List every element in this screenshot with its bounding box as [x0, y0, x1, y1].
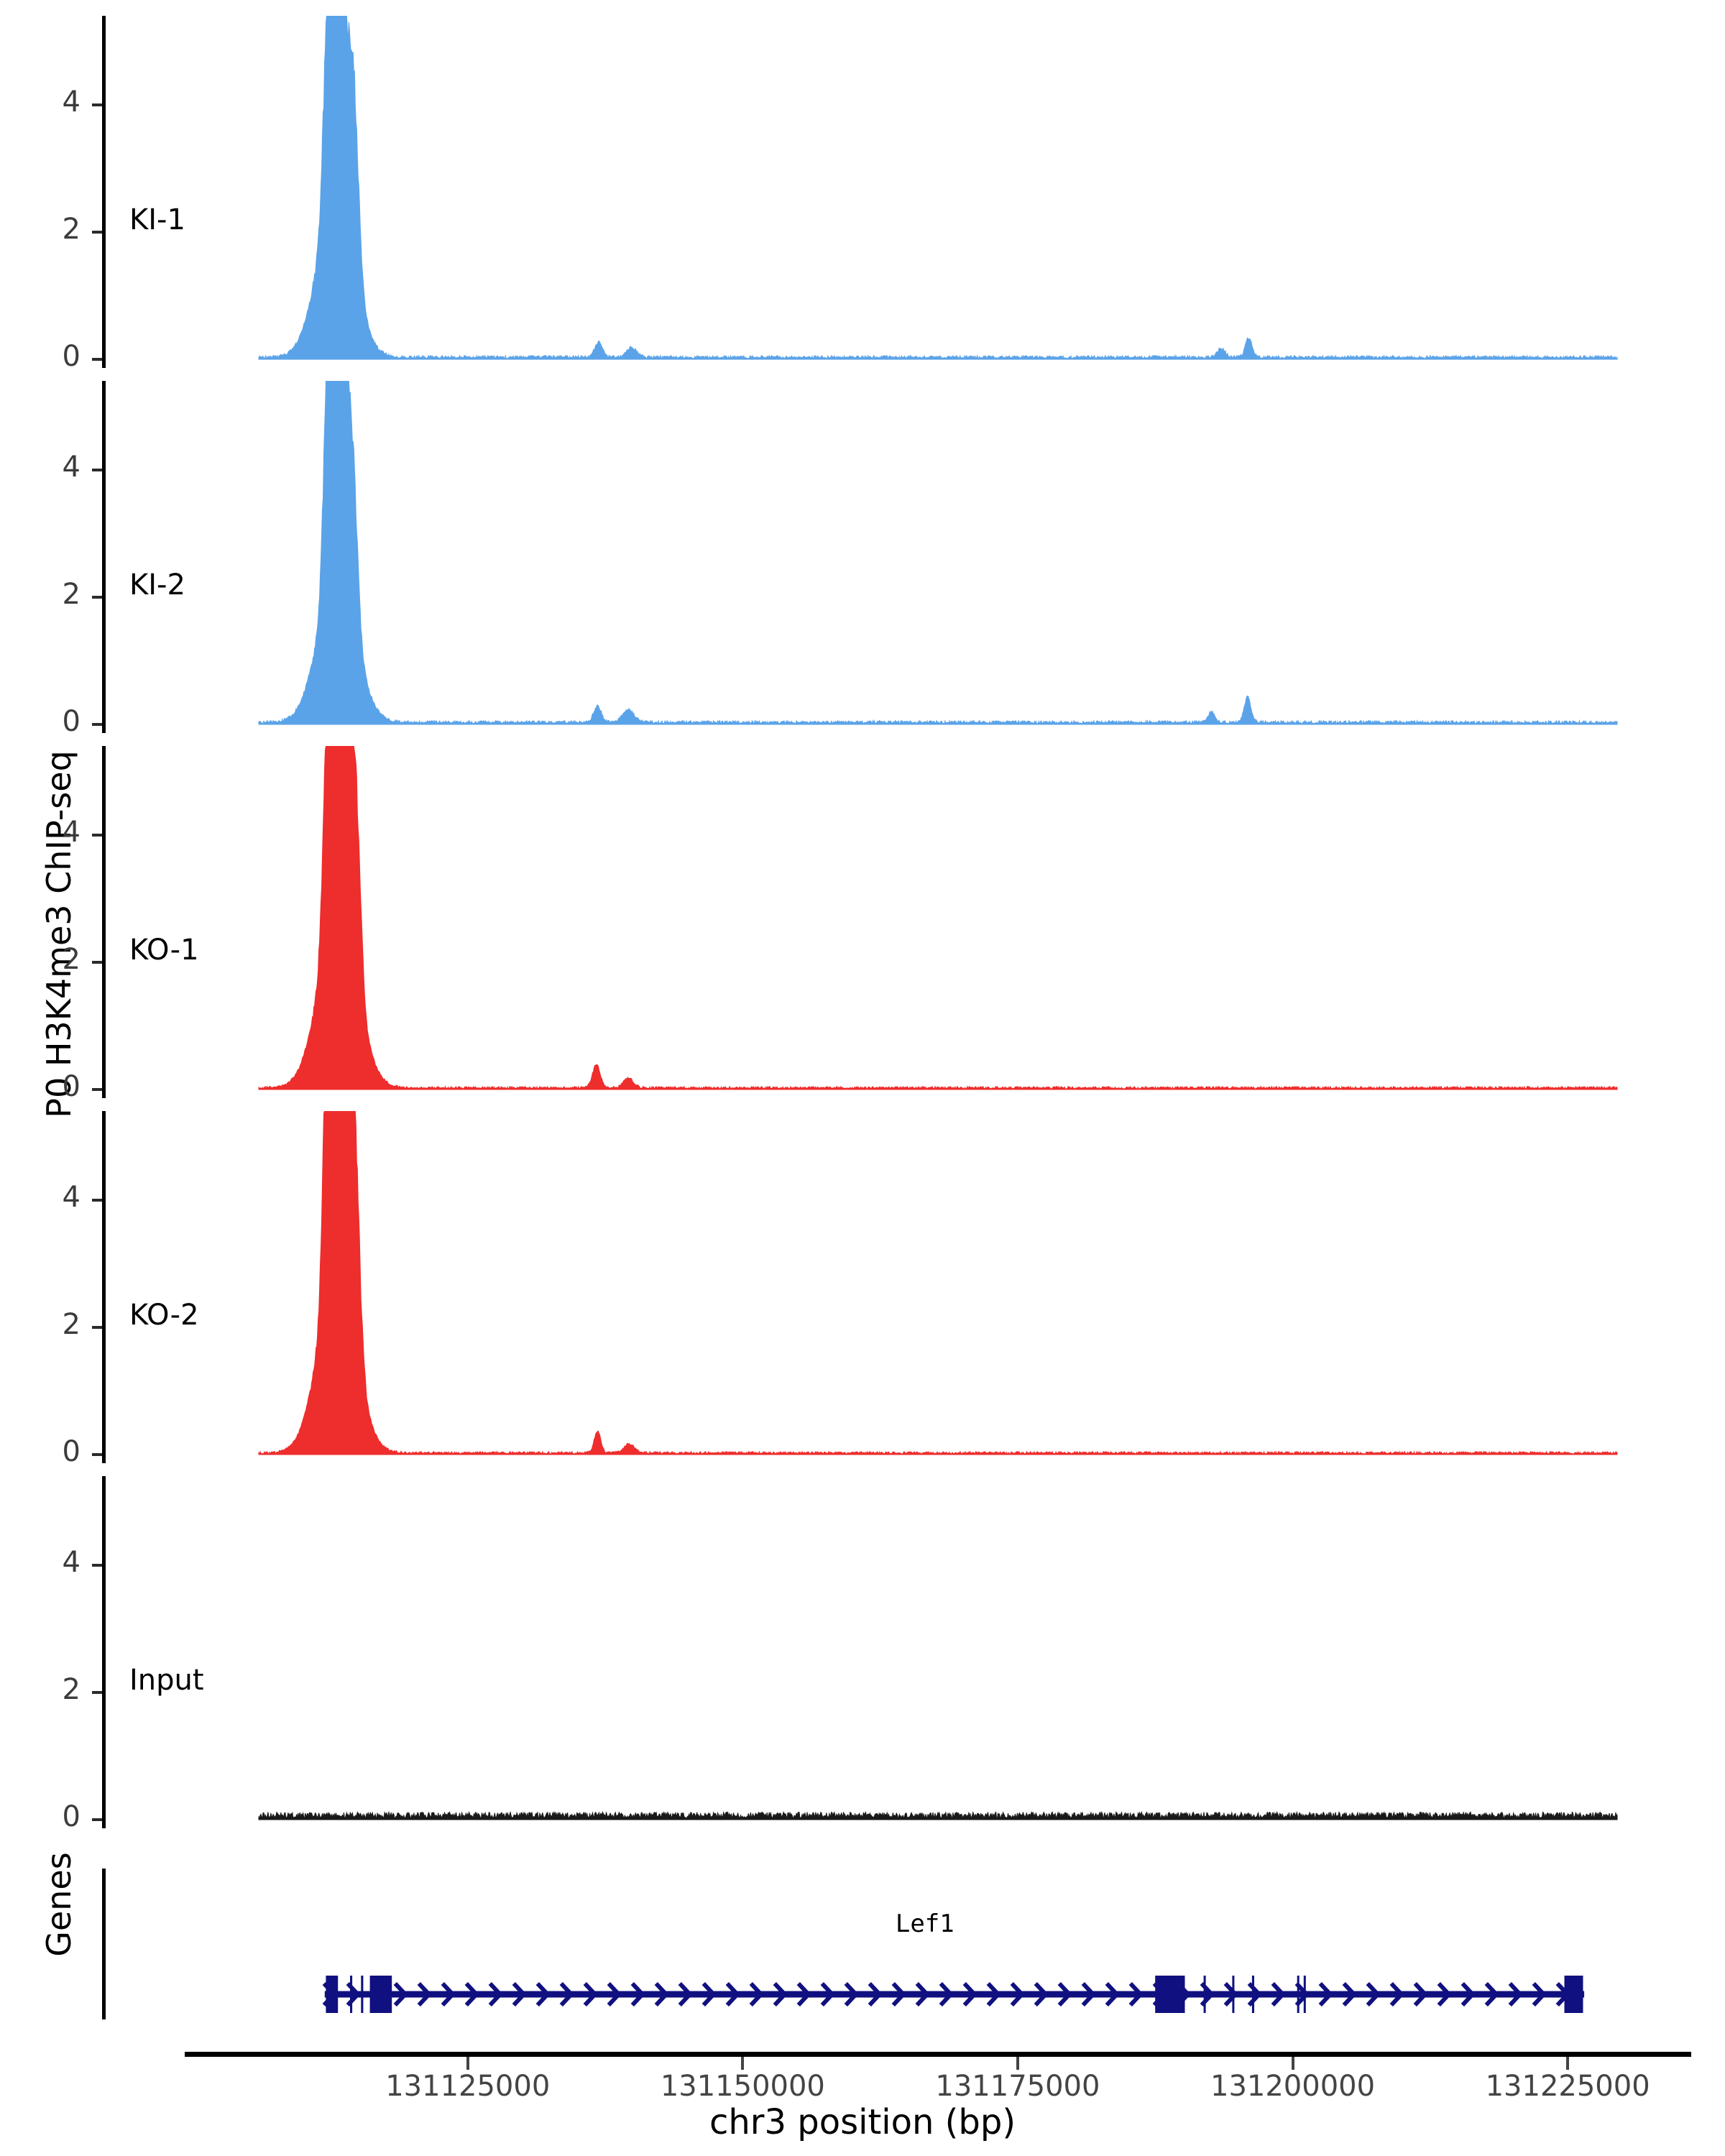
gene-name-label: Lef1: [895, 1909, 954, 1938]
y-tick-label: 2: [62, 577, 80, 611]
y-tick-label: 4: [62, 1545, 80, 1579]
track-label-input: Input: [129, 1663, 204, 1697]
y-axis-spine: [102, 381, 106, 733]
y-tick-label: 2: [62, 942, 80, 976]
y-tick: [92, 833, 102, 837]
y-axis-spine: [102, 1476, 106, 1828]
gene-track: Lef1: [0, 1869, 1725, 2034]
signal-area-ko-1: [0, 746, 1725, 1092]
y-axis-spine: [102, 1111, 106, 1463]
y-tick-label: 2: [62, 212, 80, 246]
y-tick: [92, 103, 102, 106]
signal-area-ki-1: [0, 16, 1725, 362]
x-tick: [1566, 2057, 1570, 2070]
x-axis-label: chr3 position (bp): [709, 2102, 1016, 2142]
y-tick-label: 0: [62, 340, 80, 373]
y-tick: [92, 723, 102, 726]
track-label-ki-2: KI-2: [129, 568, 185, 602]
y-tick-label: 4: [62, 85, 80, 119]
y-axis-spine: [102, 16, 106, 368]
y-tick-label: 4: [62, 1180, 80, 1214]
y-tick-label: 0: [62, 1070, 80, 1103]
x-tick: [466, 2057, 469, 2070]
y-tick: [92, 230, 102, 234]
y-tick: [92, 1325, 102, 1329]
track-label-ki-1: KI-1: [129, 203, 185, 236]
signal-area-ko-2: [0, 1111, 1725, 1457]
y-axis-spine: [102, 746, 106, 1098]
x-tick-label: 131200000: [1210, 2070, 1376, 2103]
x-tick: [1291, 2057, 1294, 2070]
y-tick-label: 2: [62, 1672, 80, 1706]
signal-area-input: [0, 1476, 1725, 1823]
x-tick-label: 131150000: [660, 2070, 825, 2103]
gene-model-lef1: [0, 1869, 1725, 2037]
x-tick-label: 131225000: [1485, 2070, 1650, 2103]
y-tick: [92, 1453, 102, 1456]
x-tick-label: 131175000: [935, 2070, 1100, 2103]
signal-area-ki-2: [0, 381, 1725, 727]
y-tick-label: 0: [62, 705, 80, 738]
y-tick: [92, 595, 102, 599]
x-axis-line: [185, 2052, 1691, 2057]
x-tick: [1016, 2057, 1019, 2070]
track-label-ko-1: KO-1: [129, 933, 199, 967]
y-tick: [92, 358, 102, 361]
y-tick: [92, 468, 102, 471]
y-tick-label: 4: [62, 450, 80, 484]
y-tick: [92, 1818, 102, 1821]
y-tick: [92, 1088, 102, 1091]
genes-axis-spine: [102, 1869, 106, 2019]
x-tick-label: 131125000: [385, 2070, 551, 2103]
y-tick: [92, 1690, 102, 1694]
x-tick: [741, 2057, 745, 2070]
y-tick-label: 4: [62, 815, 80, 849]
track-label-ko-2: KO-2: [129, 1298, 199, 1332]
y-tick: [92, 1563, 102, 1567]
y-tick-label: 2: [62, 1307, 80, 1341]
y-tick: [92, 1198, 102, 1202]
y-tick-label: 0: [62, 1800, 80, 1833]
y-tick-label: 0: [62, 1435, 80, 1468]
y-tick: [92, 960, 102, 964]
